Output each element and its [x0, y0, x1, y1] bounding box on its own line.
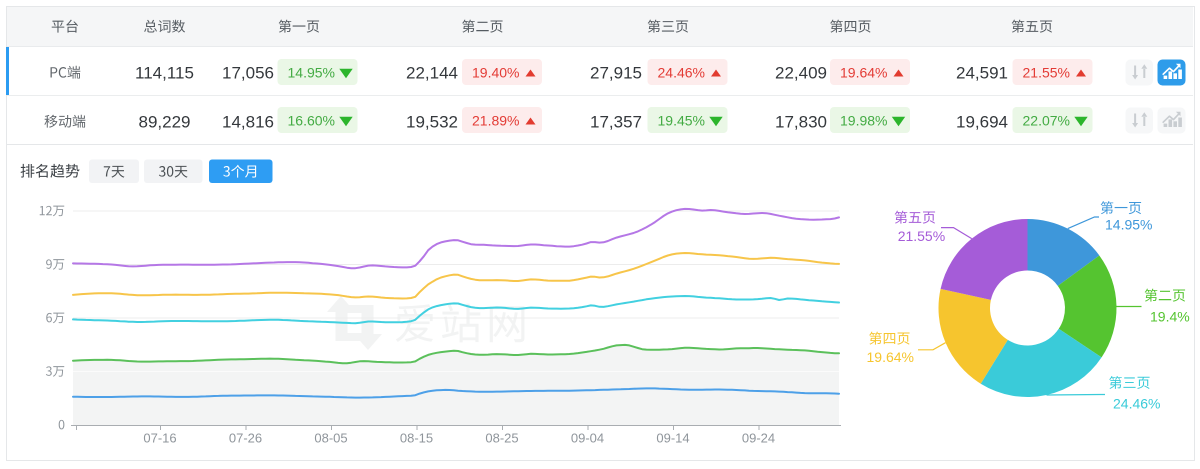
svg-text:24.46%: 24.46% — [658, 65, 705, 81]
svg-text:19.98%: 19.98% — [840, 113, 887, 129]
svg-text:19.45%: 19.45% — [658, 113, 705, 129]
svg-text:07-16: 07-16 — [143, 431, 176, 446]
svg-text:19.40%: 19.40% — [472, 65, 519, 81]
svg-text:24.46%: 24.46% — [1113, 396, 1160, 412]
svg-text:09-24: 09-24 — [742, 431, 775, 446]
svg-text:16.60%: 16.60% — [288, 113, 335, 129]
svg-text:08-05: 08-05 — [314, 431, 347, 446]
svg-text:21.89%: 21.89% — [472, 113, 519, 129]
svg-text:14.95%: 14.95% — [288, 65, 335, 81]
svg-text:21.55%: 21.55% — [1023, 65, 1070, 81]
svg-text:08-25: 08-25 — [485, 431, 518, 446]
svg-text:27,915: 27,915 — [590, 64, 642, 83]
svg-text:19,532: 19,532 — [406, 113, 458, 132]
svg-text:19.64%: 19.64% — [867, 349, 914, 365]
svg-text:21.55%: 21.55% — [898, 228, 945, 244]
svg-text:17,357: 17,357 — [590, 113, 642, 132]
svg-text:17,830: 17,830 — [775, 113, 827, 132]
svg-text:17,056: 17,056 — [222, 64, 274, 83]
svg-text:19.4%: 19.4% — [1150, 309, 1190, 325]
svg-text:09-04: 09-04 — [571, 431, 604, 446]
svg-text:24,591: 24,591 — [956, 64, 1008, 83]
svg-text:07-26: 07-26 — [229, 431, 262, 446]
svg-text:114,115: 114,115 — [135, 64, 194, 83]
svg-text:09-14: 09-14 — [656, 431, 689, 446]
svg-text:19.64%: 19.64% — [840, 65, 887, 81]
svg-text:22.07%: 22.07% — [1023, 113, 1070, 129]
svg-text:89,229: 89,229 — [139, 113, 191, 132]
svg-text:14.95%: 14.95% — [1105, 217, 1152, 233]
svg-text:22,409: 22,409 — [775, 64, 827, 83]
svg-text:22,144: 22,144 — [406, 64, 458, 83]
svg-text:19,694: 19,694 — [956, 113, 1008, 132]
svg-text:08-15: 08-15 — [400, 431, 433, 446]
svg-text:14,816: 14,816 — [222, 113, 274, 132]
